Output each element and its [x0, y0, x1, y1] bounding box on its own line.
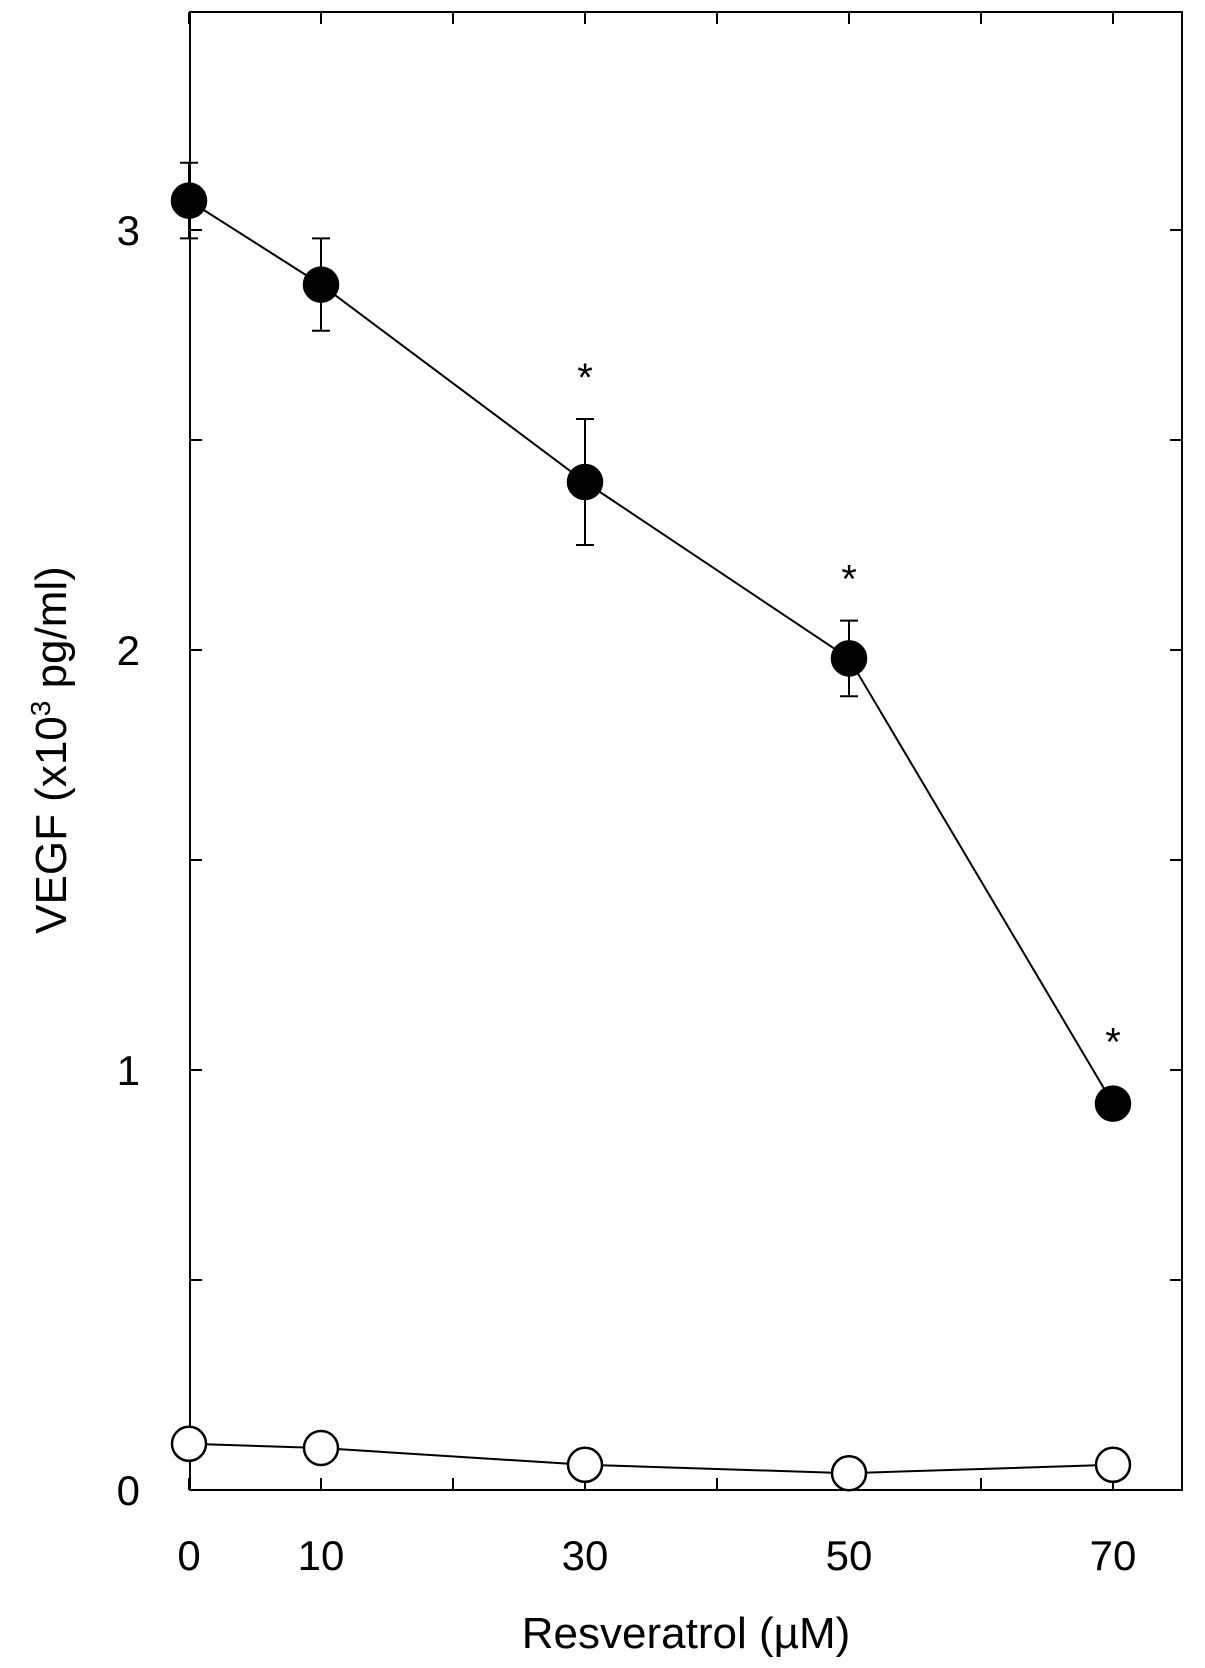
x-axis-title: Resveratrol (µM) [522, 1609, 851, 1658]
open-data-point [170, 1425, 208, 1463]
significance-marker: * [841, 558, 857, 602]
significance-marker: * [577, 356, 593, 400]
y-tick-label: 2 [117, 627, 140, 674]
series-lines [188, 199, 1114, 1475]
y-tick-label: 0 [117, 1467, 140, 1514]
y-axis-title-main: VEGF (x10 [27, 716, 76, 934]
y-axis-title-unit: pg/ml) [27, 566, 76, 700]
plot-frame [189, 11, 1183, 1491]
x-tick-label: 50 [826, 1532, 873, 1579]
open-data-point [566, 1446, 604, 1484]
filled-data-point [1094, 1085, 1132, 1122]
filled-data-point [830, 640, 868, 677]
data-points [170, 182, 1132, 1492]
series-line [188, 199, 1114, 1105]
y-axis-title-exponent: 3 [25, 701, 56, 717]
open-data-point [1094, 1446, 1132, 1484]
open-data-point [830, 1454, 868, 1492]
x-tick-label: 0 [177, 1532, 200, 1579]
open-data-point [302, 1429, 340, 1467]
filled-data-point [566, 463, 604, 501]
axis-ticks [188, 12, 1182, 1491]
tick-labels: 0 10 30 50 70 0 1 2 3 * * * [117, 207, 1137, 1579]
x-tick-label: 30 [562, 1532, 609, 1579]
error-bars [180, 161, 858, 698]
y-tick-label: 1 [117, 1047, 140, 1094]
y-tick-label: 3 [117, 207, 140, 254]
x-tick-label: 10 [298, 1532, 345, 1579]
filled-data-point [302, 266, 340, 303]
x-tick-label: 70 [1090, 1532, 1137, 1579]
significance-marker: * [1105, 1021, 1121, 1065]
filled-data-point [170, 182, 208, 219]
y-axis-title: VEGF (x103 pg/ml) [25, 566, 76, 934]
